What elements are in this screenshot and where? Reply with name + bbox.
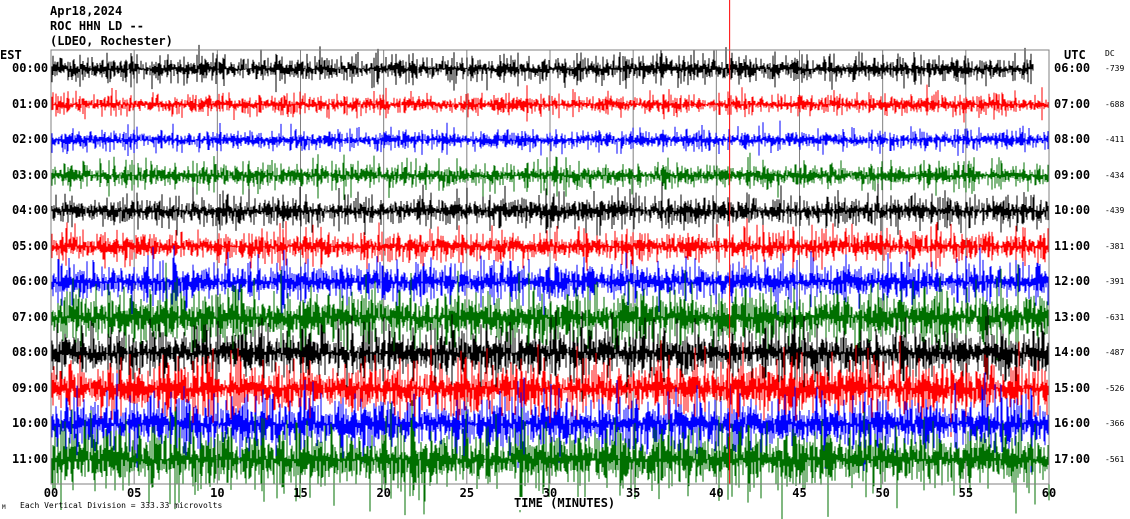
corner-mark: M — [2, 504, 6, 511]
est-tick-label: 11:00 — [12, 451, 49, 466]
dc-value: -381 — [1105, 241, 1125, 251]
utc-tick-label: 06:00 — [1054, 61, 1091, 75]
utc-tick-label: 09:00 — [1054, 167, 1091, 182]
utc-label: UTC — [1064, 48, 1086, 62]
dc-value: -561 — [1105, 454, 1125, 464]
utc-tick-label: 10:00 — [1054, 203, 1091, 217]
utc-tick-label: 17:00 — [1054, 451, 1091, 466]
dc-value: -366 — [1105, 419, 1125, 428]
est-tick-label: 07:00 — [12, 309, 49, 324]
dc-value: -411 — [1105, 135, 1125, 144]
est-tick-label: 08:00 — [12, 345, 49, 359]
utc-tick-label: 11:00 — [1054, 238, 1091, 253]
x-tick-label: 45 — [792, 486, 806, 500]
dc-value: -739 — [1105, 64, 1125, 73]
est-tick-label: 10:00 — [12, 416, 49, 430]
x-tick-label: 10 — [210, 486, 224, 500]
est-tick-label: 05:00 — [12, 238, 49, 253]
x-tick-label: 55 — [959, 486, 973, 500]
x-tick-label: 40 — [709, 486, 723, 500]
x-tick-label: 15 — [293, 486, 307, 500]
dc-value: -526 — [1105, 383, 1125, 393]
x-tick-label: 05 — [127, 486, 141, 500]
est-tick-label: 09:00 — [12, 380, 49, 395]
utc-tick-label: 16:00 — [1054, 416, 1091, 430]
x-tick-label: 20 — [376, 486, 390, 500]
station-label: ROC HHN LD -- — [50, 19, 144, 33]
utc-tick-label: 07:00 — [1054, 96, 1091, 111]
dc-value: -688 — [1105, 99, 1125, 109]
utc-tick-label: 13:00 — [1054, 309, 1091, 324]
utc-tick-label: 15:00 — [1054, 380, 1091, 395]
dc-value: -631 — [1105, 312, 1125, 322]
dc-value: -391 — [1105, 277, 1125, 286]
est-tick-label: 04:00 — [12, 203, 49, 217]
x-tick-label: 00 — [44, 486, 58, 500]
utc-tick-label: 14:00 — [1054, 345, 1091, 359]
dc-value: -487 — [1105, 348, 1125, 357]
date-label: Apr18,2024 — [50, 4, 123, 18]
est-label: EST — [0, 48, 22, 62]
dc-label: DC — [1105, 49, 1115, 58]
network-label: (LDEO, Rochester) — [50, 34, 173, 48]
plot-frame — [50, 49, 1050, 485]
x-tick-label: 60 — [1042, 486, 1056, 500]
utc-tick-label: 08:00 — [1054, 132, 1091, 146]
x-tick-label: 30 — [543, 486, 557, 500]
x-tick-label: 50 — [875, 486, 889, 500]
dc-value: -439 — [1105, 206, 1125, 215]
est-tick-label: 03:00 — [12, 167, 49, 182]
dc-value: -434 — [1105, 170, 1125, 180]
x-axis-title: TIME (MINUTES) — [514, 496, 616, 510]
est-tick-label: 06:00 — [12, 274, 49, 288]
trace-0600 — [50, 44, 1034, 93]
x-tick-label: 25 — [460, 486, 474, 500]
est-tick-label: 01:00 — [12, 96, 49, 111]
x-tick-label: 35 — [626, 486, 640, 500]
est-tick-label: 02:00 — [12, 132, 49, 146]
utc-tick-label: 12:00 — [1054, 274, 1091, 288]
est-tick-label: 00:00 — [12, 61, 49, 75]
scale-text: Each Vertical Division = 333.33 microvol… — [20, 501, 223, 510]
